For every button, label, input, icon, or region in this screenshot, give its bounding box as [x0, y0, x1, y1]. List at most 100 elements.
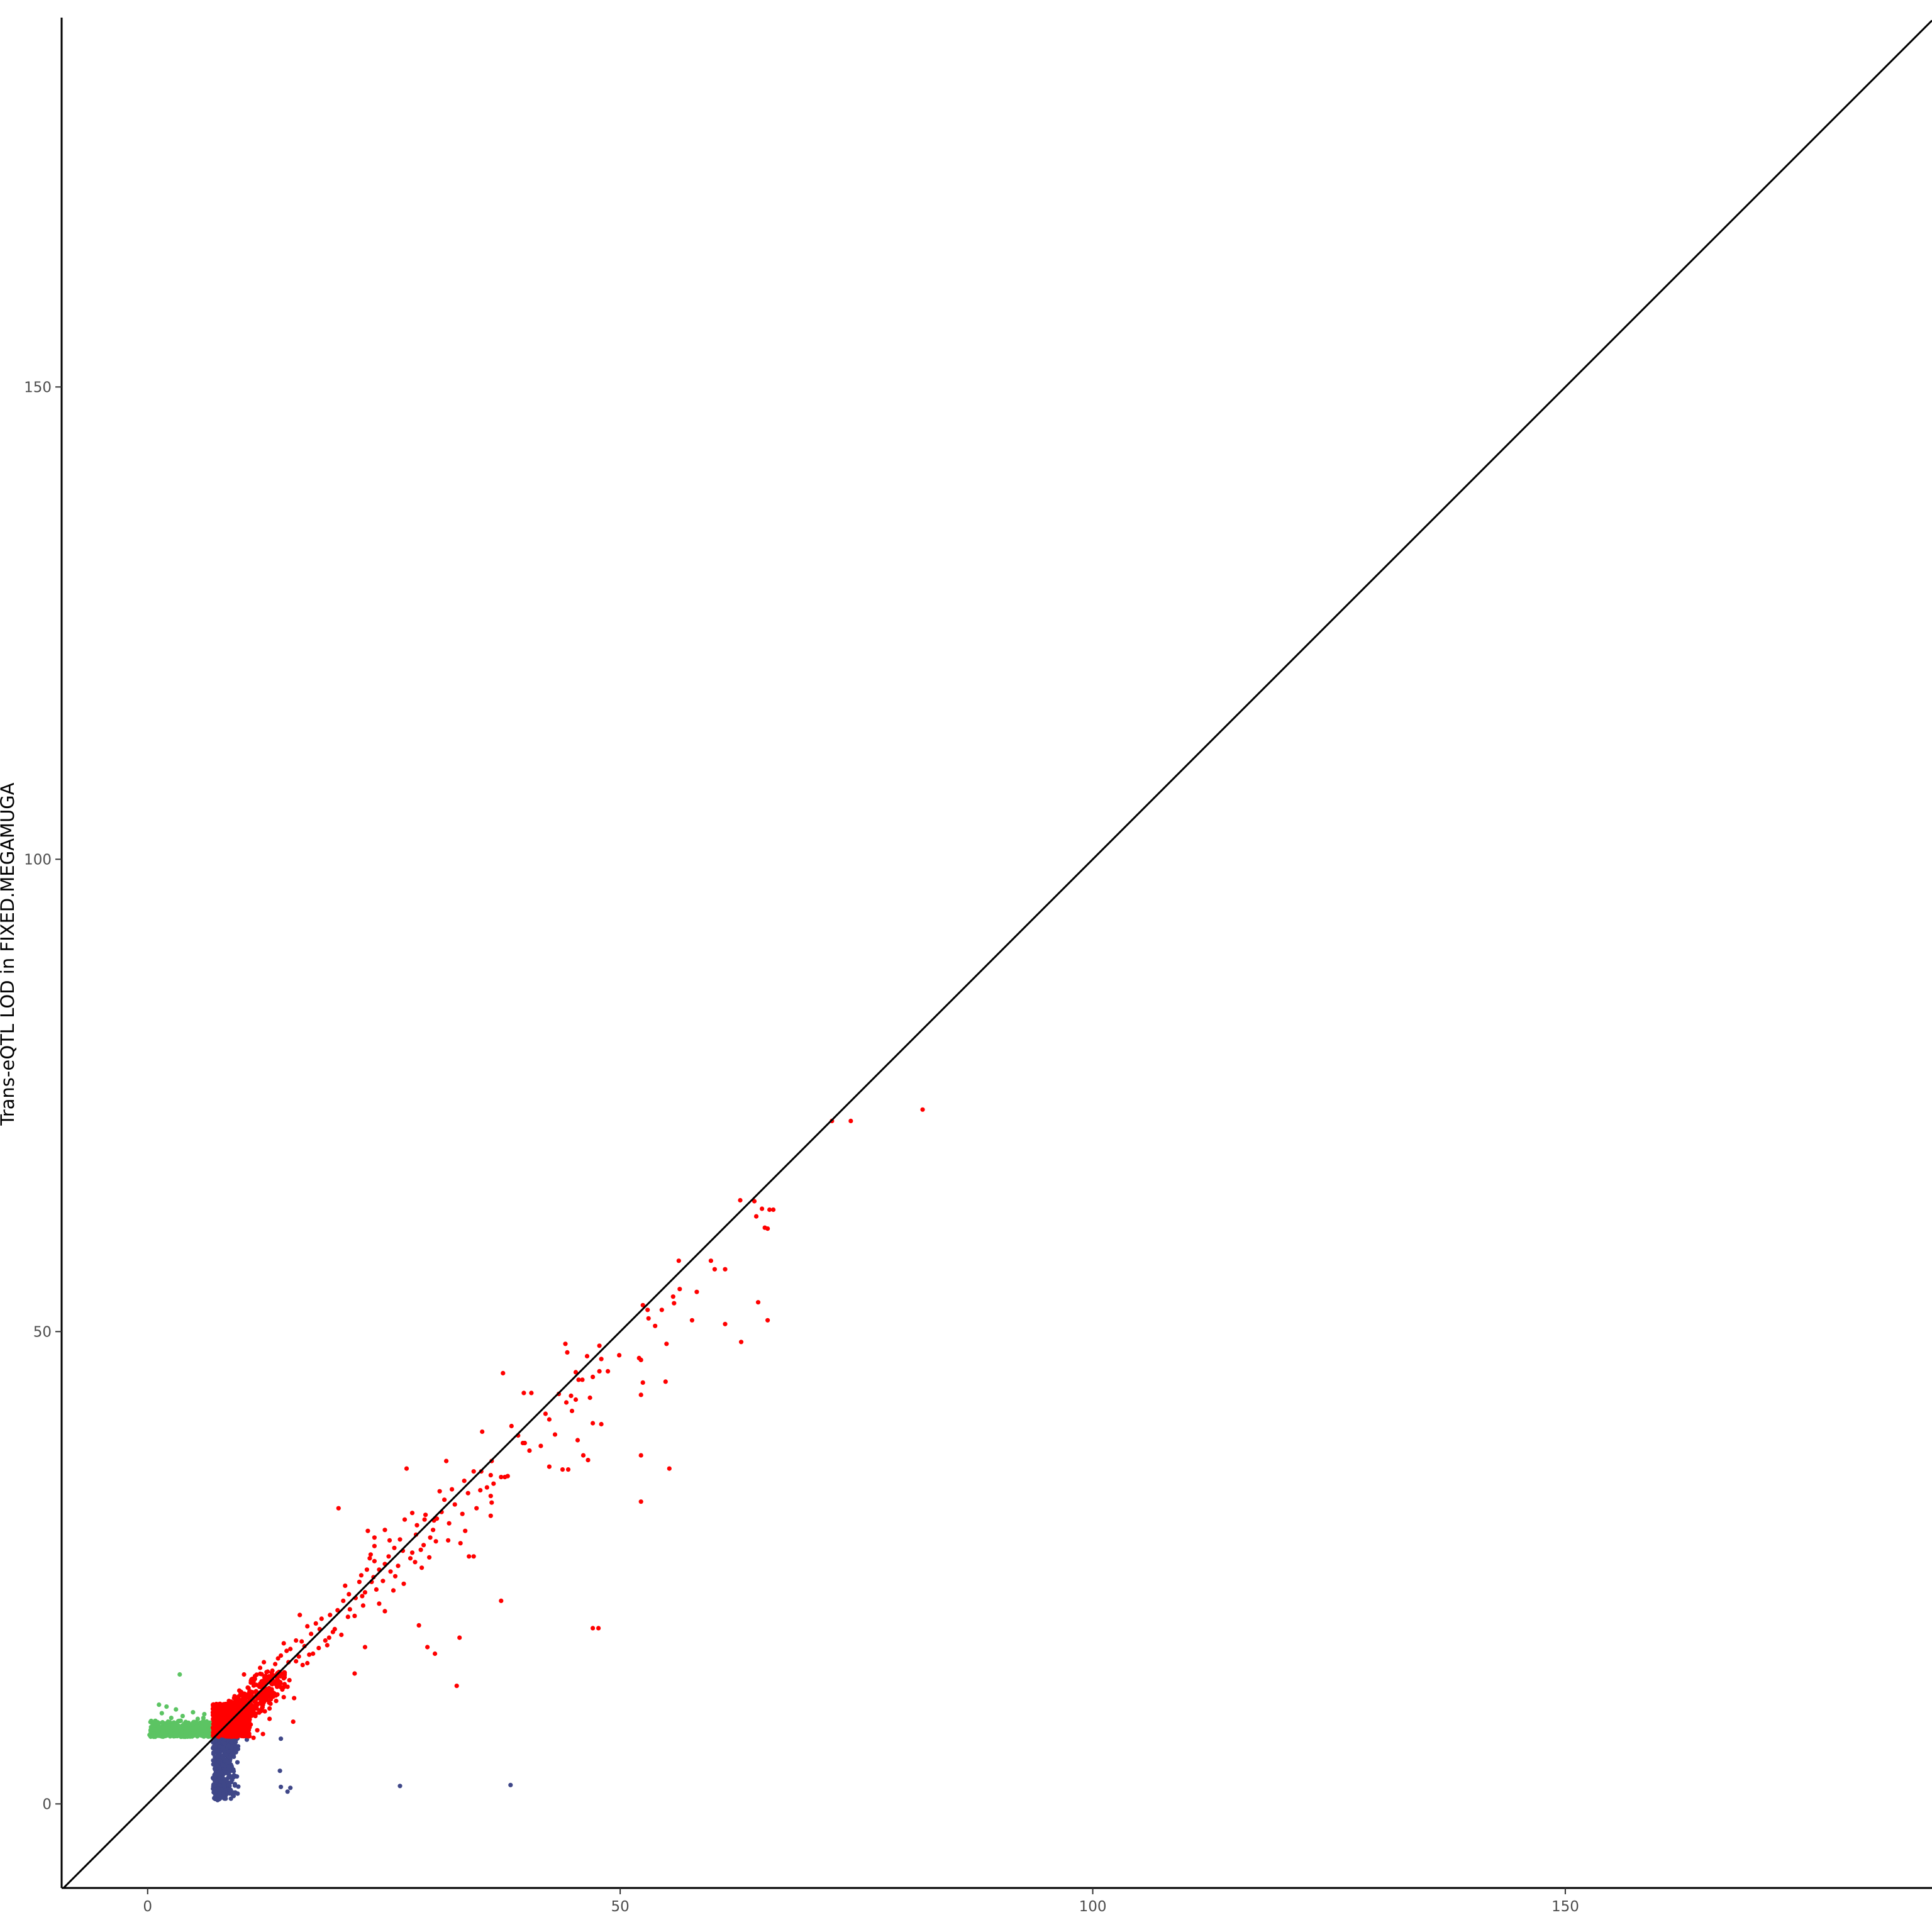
data-point — [305, 1624, 310, 1629]
data-point — [505, 1474, 510, 1479]
data-point — [245, 1707, 250, 1712]
data-point — [552, 1432, 558, 1437]
data-point — [365, 1528, 370, 1533]
data-point — [296, 1654, 301, 1659]
data-point — [297, 1613, 303, 1618]
data-point — [409, 1511, 415, 1516]
data-point — [676, 1258, 681, 1263]
y-axis-title: Trans-eQTL LOD in FIXED.MEGAMUGA — [0, 782, 18, 1126]
data-point — [418, 1547, 423, 1552]
data-point — [377, 1601, 382, 1606]
data-point — [767, 1207, 772, 1213]
data-point — [291, 1719, 296, 1724]
data-point — [638, 1499, 643, 1504]
data-point — [177, 1672, 182, 1677]
data-point — [755, 1300, 761, 1305]
data-point — [471, 1469, 476, 1474]
data-point — [617, 1353, 622, 1358]
data-point — [259, 1679, 264, 1684]
data-point — [387, 1538, 392, 1543]
data-point — [228, 1714, 233, 1719]
data-point — [235, 1791, 240, 1796]
data-point — [195, 1716, 200, 1721]
data-point — [216, 1722, 221, 1727]
data-point — [404, 1466, 409, 1471]
data-point — [396, 1563, 401, 1568]
data-point — [148, 1728, 153, 1733]
data-point — [202, 1726, 207, 1731]
data-point — [591, 1626, 596, 1631]
data-point — [311, 1651, 316, 1657]
data-point — [264, 1695, 269, 1700]
data-point — [499, 1475, 504, 1480]
y-tick-label: 150 — [24, 379, 52, 396]
data-point — [738, 1197, 743, 1203]
data-point — [187, 1734, 192, 1739]
data-point — [397, 1537, 402, 1542]
data-point — [328, 1613, 333, 1618]
data-point — [236, 1784, 241, 1789]
data-point — [484, 1485, 489, 1490]
data-point — [408, 1556, 413, 1561]
data-point — [279, 1736, 284, 1741]
data-point — [599, 1357, 604, 1362]
data-point — [425, 1645, 430, 1650]
data-point — [269, 1670, 274, 1675]
data-point — [529, 1391, 534, 1396]
data-point — [388, 1569, 393, 1574]
data-point — [185, 1729, 190, 1735]
data-point — [499, 1598, 504, 1603]
data-point — [543, 1411, 548, 1416]
data-point — [211, 1744, 216, 1749]
data-point — [230, 1725, 236, 1730]
data-point — [364, 1567, 370, 1572]
data-point — [250, 1709, 255, 1714]
data-point — [521, 1391, 526, 1396]
data-point — [288, 1785, 293, 1790]
data-point — [267, 1674, 272, 1679]
data-point — [738, 1340, 744, 1345]
data-point — [591, 1421, 596, 1426]
data-point — [597, 1368, 602, 1374]
data-point — [457, 1635, 462, 1640]
data-point — [565, 1467, 571, 1472]
data-point — [245, 1714, 251, 1719]
data-point — [211, 1718, 216, 1723]
data-point — [352, 1671, 357, 1676]
data-point — [573, 1370, 579, 1375]
data-point — [182, 1723, 187, 1728]
data-point — [262, 1675, 267, 1680]
data-point — [360, 1603, 366, 1608]
data-point — [231, 1754, 236, 1759]
data-point — [672, 1301, 677, 1306]
data-point — [307, 1652, 312, 1657]
data-point — [226, 1743, 231, 1748]
data-point — [231, 1709, 236, 1714]
data-point — [421, 1543, 426, 1548]
data-point — [258, 1671, 263, 1677]
data-point — [419, 1565, 425, 1570]
data-point — [217, 1744, 222, 1749]
data-point — [161, 1725, 166, 1730]
data-point — [584, 1353, 590, 1358]
data-point — [238, 1712, 243, 1718]
x-tick-label: 100 — [1079, 1899, 1107, 1915]
data-point — [216, 1702, 221, 1707]
data-point — [576, 1377, 581, 1382]
data-point — [215, 1754, 220, 1759]
data-point — [508, 1782, 513, 1787]
data-point — [343, 1583, 348, 1588]
data-point — [234, 1697, 239, 1702]
data-point — [920, 1107, 925, 1112]
data-point — [277, 1681, 283, 1686]
data-point — [357, 1579, 362, 1584]
data-point — [288, 1646, 293, 1652]
data-point — [233, 1740, 238, 1745]
data-point — [670, 1294, 675, 1299]
data-point — [226, 1706, 231, 1711]
data-point — [501, 1370, 506, 1375]
data-point — [218, 1794, 223, 1799]
data-point — [547, 1417, 552, 1422]
data-point — [753, 1214, 759, 1219]
data-point — [260, 1731, 265, 1736]
